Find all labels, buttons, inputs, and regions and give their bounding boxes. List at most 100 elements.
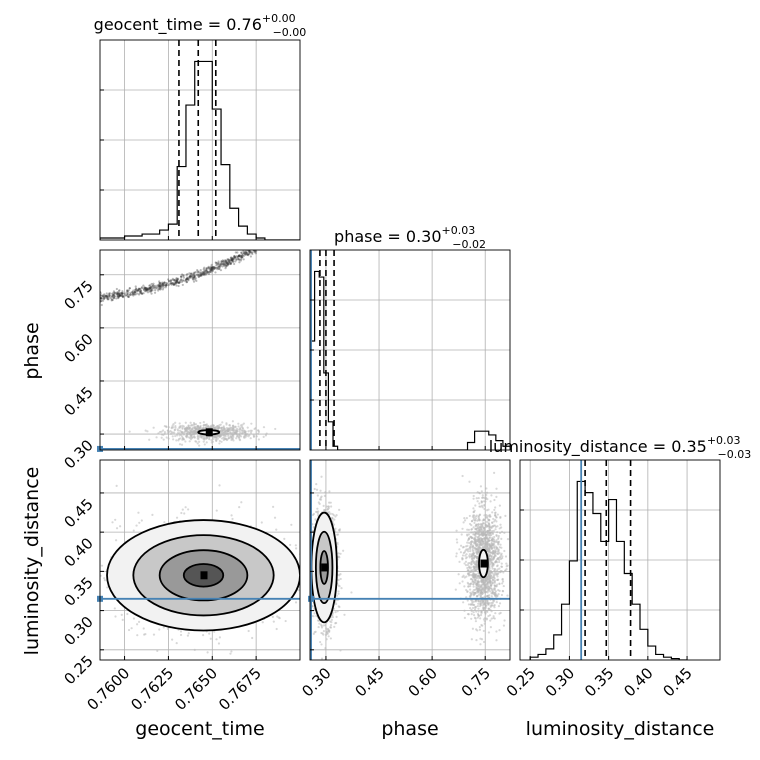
sample-point <box>105 296 108 299</box>
sample-point <box>334 611 337 614</box>
sample-point <box>327 505 330 508</box>
sample-point <box>307 549 309 551</box>
sample-point <box>257 246 259 248</box>
histogram-luminosity_distance <box>529 480 688 660</box>
sample-point <box>189 421 192 424</box>
sample-point <box>504 514 507 517</box>
sample-point <box>187 279 190 282</box>
sample-point <box>250 247 252 249</box>
sample-point <box>152 284 155 287</box>
sample-point <box>126 292 129 296</box>
sample-point <box>191 278 195 281</box>
sample-point <box>120 292 123 295</box>
sample-point <box>205 270 208 273</box>
sample-point <box>184 440 187 443</box>
panel-2-0 <box>91 460 309 660</box>
sample-point <box>193 276 196 279</box>
sample-point <box>237 255 240 258</box>
sample-point <box>230 257 234 260</box>
sample-point <box>121 295 124 298</box>
sample-point <box>139 291 143 294</box>
sample-point <box>179 630 183 633</box>
sample-point <box>316 507 319 510</box>
sample-point <box>138 290 142 293</box>
sample-point <box>322 633 325 636</box>
sample-point <box>91 613 93 615</box>
sample-point <box>201 273 205 276</box>
sample-point <box>194 432 197 435</box>
sample-point <box>112 290 116 293</box>
sample-point <box>140 519 143 522</box>
sample-point <box>228 262 231 265</box>
sample-point <box>275 528 278 531</box>
sample-point <box>169 282 172 285</box>
sample-point <box>194 270 197 274</box>
sample-point <box>106 295 110 298</box>
sample-point <box>128 430 131 433</box>
sample-point <box>204 273 208 276</box>
sample-point <box>194 277 197 280</box>
sample-point <box>205 268 208 271</box>
sample-point <box>221 433 224 436</box>
sample-point <box>209 637 212 640</box>
sample-point <box>158 285 161 288</box>
sample-point <box>498 629 501 632</box>
sample-point <box>184 279 188 282</box>
sample-point <box>177 284 180 288</box>
sample-point <box>229 430 232 434</box>
sample-point <box>187 424 190 428</box>
sample-point <box>170 278 173 282</box>
sample-point <box>98 582 100 584</box>
sample-point <box>178 443 182 446</box>
sample-point <box>326 632 329 635</box>
sample-point <box>230 258 233 261</box>
sample-point <box>121 295 124 298</box>
sample-point <box>238 255 241 258</box>
sample-point <box>218 439 221 443</box>
sample-point <box>128 287 131 290</box>
sample-point <box>157 432 160 435</box>
sample-point <box>225 423 228 426</box>
sample-point <box>226 262 229 265</box>
sample-point <box>178 425 181 428</box>
sample-point <box>198 274 202 278</box>
sample-point <box>336 533 339 536</box>
sample-point <box>205 423 208 426</box>
sample-point <box>237 254 240 258</box>
sample-point <box>244 430 247 433</box>
sample-point <box>342 549 345 552</box>
sample-point <box>158 284 162 287</box>
sample-point <box>106 294 109 297</box>
sample-point <box>175 277 178 280</box>
sample-point <box>212 265 216 269</box>
sample-point <box>112 296 115 300</box>
sample-point <box>139 290 142 293</box>
sample-point <box>250 251 254 254</box>
sample-point <box>161 282 165 285</box>
sample-point <box>231 426 234 430</box>
sample-point <box>201 273 204 276</box>
sample-point <box>307 575 309 577</box>
sample-point <box>195 431 198 434</box>
sample-point <box>223 430 227 433</box>
sample-point <box>207 265 210 268</box>
sample-point <box>297 589 300 592</box>
sample-point <box>231 258 234 261</box>
sample-point <box>114 615 117 618</box>
sample-point <box>180 511 183 515</box>
sample-point <box>238 438 241 441</box>
sample-point <box>245 251 248 255</box>
sample-point <box>232 439 235 442</box>
sample-point <box>159 285 162 288</box>
sample-point <box>197 275 200 278</box>
sample-point <box>172 283 175 286</box>
sample-point <box>96 579 98 581</box>
sample-point <box>240 256 244 259</box>
sample-point <box>202 271 205 275</box>
sample-point <box>121 618 124 621</box>
sample-point <box>192 278 195 281</box>
sample-point <box>248 251 251 254</box>
sample-point <box>220 262 224 265</box>
sample-point <box>171 277 175 280</box>
sample-point <box>144 287 147 291</box>
